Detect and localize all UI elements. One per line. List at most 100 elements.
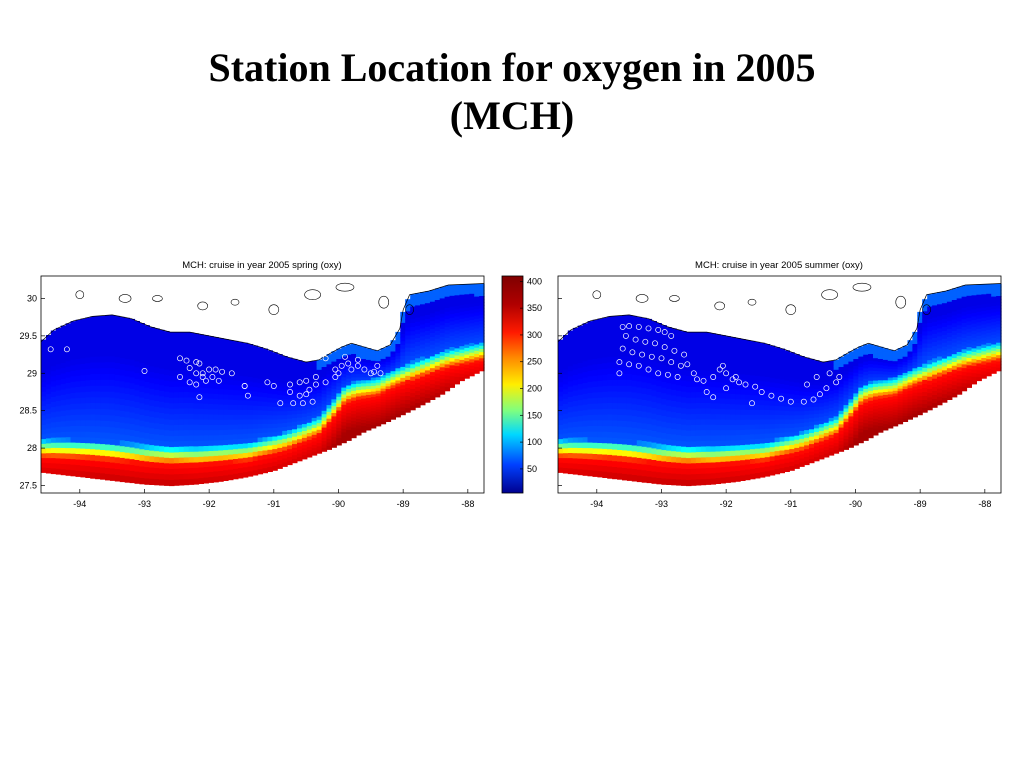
land-feature (405, 304, 414, 315)
field-cell (686, 469, 692, 476)
field-cell (424, 374, 431, 379)
field-cell (951, 303, 958, 309)
field-cell (228, 429, 234, 436)
field-cell (439, 298, 446, 303)
field-cell (193, 381, 200, 388)
field-cell (198, 424, 204, 431)
field-cell (321, 427, 328, 432)
field-cell (676, 340, 682, 347)
field-cell (400, 330, 406, 335)
field-cell (124, 411, 131, 419)
field-cell (228, 464, 234, 471)
field-cell (577, 352, 584, 359)
field-cell (873, 374, 879, 378)
field-cell (100, 467, 106, 474)
field-cell (242, 362, 249, 368)
field-cell (336, 400, 342, 405)
field-cell (80, 324, 86, 331)
field-cell (577, 400, 584, 406)
field-cell (287, 430, 293, 435)
field-cell (444, 319, 451, 324)
x-tick-label: -88 (461, 499, 474, 509)
field-cell (848, 440, 854, 445)
field-cell (331, 433, 337, 438)
field-cell (715, 446, 721, 453)
field-cell (420, 400, 426, 406)
field-cell (434, 373, 441, 379)
field-cell (848, 409, 854, 414)
field-cell (439, 332, 446, 338)
field-cell (173, 474, 180, 481)
field-cell (927, 314, 933, 320)
field-cell (725, 393, 731, 400)
field-cell (405, 323, 411, 328)
field-cell (750, 463, 756, 470)
field-cell (690, 397, 697, 404)
field-cell (602, 329, 608, 336)
field-cell (740, 359, 746, 365)
field-cell (961, 341, 968, 347)
field-cell (95, 362, 101, 369)
field-cell (385, 375, 392, 379)
field-cell (720, 409, 726, 415)
field-cell (651, 419, 657, 426)
field-cell (75, 409, 81, 416)
field-cell (631, 457, 638, 464)
field-cell (346, 419, 352, 424)
field-cell (946, 383, 953, 389)
field-cell (134, 344, 140, 351)
field-cell (828, 444, 835, 449)
field-cell (439, 340, 446, 345)
field-cell (203, 446, 209, 452)
field-cell (735, 435, 741, 441)
field-cell (390, 357, 396, 361)
field-cell (823, 412, 830, 417)
field-cell (331, 378, 337, 383)
field-cell (375, 377, 382, 381)
field-cell (597, 380, 603, 387)
field-cell (927, 393, 933, 398)
field-cell (858, 346, 864, 351)
field-cell (636, 475, 643, 483)
field-cell (823, 395, 830, 400)
field-cell (95, 356, 101, 364)
field-cell (370, 413, 377, 418)
field-cell (577, 341, 584, 348)
field-cell (444, 386, 451, 392)
field-cell (572, 343, 579, 350)
field-cell (887, 352, 894, 356)
field-cell (105, 438, 111, 446)
field-cell (828, 370, 835, 375)
field-cell (577, 416, 584, 422)
field-cell (612, 391, 618, 398)
field-cell (400, 385, 406, 390)
field-cell (715, 430, 721, 437)
field-cell (55, 369, 62, 376)
field-cell (218, 450, 224, 457)
field-cell (41, 358, 47, 364)
field-cell (769, 442, 776, 448)
field-cell (956, 302, 963, 307)
field-cell (853, 400, 859, 405)
field-cell (169, 452, 175, 459)
field-cell (941, 334, 948, 340)
field-cell (237, 414, 244, 421)
field-cell (237, 443, 244, 450)
field-cell (144, 370, 150, 377)
field-cell (410, 298, 416, 303)
field-cell (774, 387, 781, 393)
field-cell (183, 435, 190, 442)
field-cell (641, 458, 648, 466)
field-cell (459, 377, 465, 382)
field-cell (228, 354, 234, 361)
field-cell (843, 360, 849, 365)
field-cell (311, 434, 318, 439)
field-cell (134, 396, 140, 403)
field-cell (297, 417, 303, 422)
field-cell (676, 462, 682, 469)
field-cell (292, 362, 298, 367)
field-cell (149, 422, 155, 429)
field-cell (686, 425, 692, 432)
field-cell (183, 375, 190, 382)
field-cell (277, 374, 283, 380)
